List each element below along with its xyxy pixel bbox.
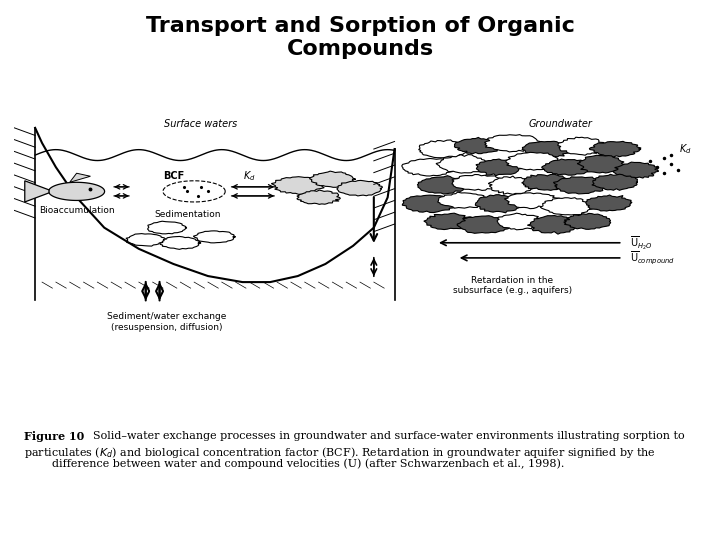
Polygon shape	[402, 195, 456, 213]
Polygon shape	[451, 174, 505, 191]
Polygon shape	[558, 137, 604, 155]
Polygon shape	[436, 154, 490, 173]
Polygon shape	[454, 138, 500, 154]
Polygon shape	[148, 221, 187, 234]
Polygon shape	[541, 159, 593, 175]
Polygon shape	[577, 156, 624, 173]
Polygon shape	[540, 198, 593, 215]
Polygon shape	[457, 215, 513, 233]
Polygon shape	[418, 176, 469, 194]
Polygon shape	[49, 183, 104, 200]
Polygon shape	[564, 213, 611, 230]
Polygon shape	[485, 134, 541, 152]
Polygon shape	[504, 193, 561, 208]
Polygon shape	[24, 181, 49, 202]
Text: Groundwater: Groundwater	[528, 119, 593, 129]
Text: Sedimentation: Sedimentation	[154, 210, 220, 219]
Polygon shape	[498, 213, 542, 230]
Text: difference between water and compound velocities (U) (after Schwarzenbach et al.: difference between water and compound ve…	[24, 458, 564, 469]
Polygon shape	[476, 159, 523, 176]
Text: Transport and Sorption of Organic
Compounds: Transport and Sorption of Organic Compou…	[145, 16, 575, 59]
Text: $K_d$: $K_d$	[678, 142, 691, 156]
Polygon shape	[586, 195, 632, 211]
Polygon shape	[488, 176, 536, 194]
Text: Solid–water exchange processes in groundwater and surface-water environments ill: Solid–water exchange processes in ground…	[86, 431, 685, 441]
Text: Retardation in the
subsurface (e.g., aquifers): Retardation in the subsurface (e.g., aqu…	[452, 276, 572, 295]
Polygon shape	[438, 192, 490, 208]
Text: Bioaccumulation: Bioaccumulation	[39, 206, 114, 215]
Polygon shape	[271, 177, 324, 194]
Text: Surface waters: Surface waters	[164, 119, 238, 129]
Polygon shape	[475, 195, 523, 213]
Polygon shape	[522, 141, 572, 157]
Polygon shape	[337, 180, 382, 196]
Text: $\overline{\mathrm{U}}_{compound}$: $\overline{\mathrm{U}}_{compound}$	[629, 249, 675, 266]
Polygon shape	[554, 177, 609, 194]
Polygon shape	[418, 140, 467, 158]
Polygon shape	[70, 173, 91, 183]
Polygon shape	[424, 213, 477, 230]
Polygon shape	[527, 215, 580, 234]
Polygon shape	[160, 237, 201, 249]
Polygon shape	[613, 162, 659, 178]
Text: $K_d$: $K_d$	[243, 170, 256, 183]
Text: $\overline{\mathrm{U}}_{H_2O}$: $\overline{\mathrm{U}}_{H_2O}$	[629, 234, 652, 252]
Polygon shape	[592, 174, 638, 190]
Text: Sediment/water exchange
(resuspension, diffusion): Sediment/water exchange (resuspension, d…	[107, 312, 226, 332]
Polygon shape	[194, 231, 235, 243]
Polygon shape	[590, 141, 641, 157]
Polygon shape	[522, 174, 573, 191]
Polygon shape	[126, 234, 167, 246]
Text: particulates ($K_d$) and biological concentration factor (BCF). Retardation in g: particulates ($K_d$) and biological conc…	[24, 445, 656, 460]
Polygon shape	[297, 190, 341, 204]
Polygon shape	[310, 171, 356, 187]
Text: BCF: BCF	[163, 171, 184, 181]
Polygon shape	[506, 152, 561, 170]
Text: Figure 10: Figure 10	[24, 431, 84, 442]
Polygon shape	[402, 158, 456, 176]
